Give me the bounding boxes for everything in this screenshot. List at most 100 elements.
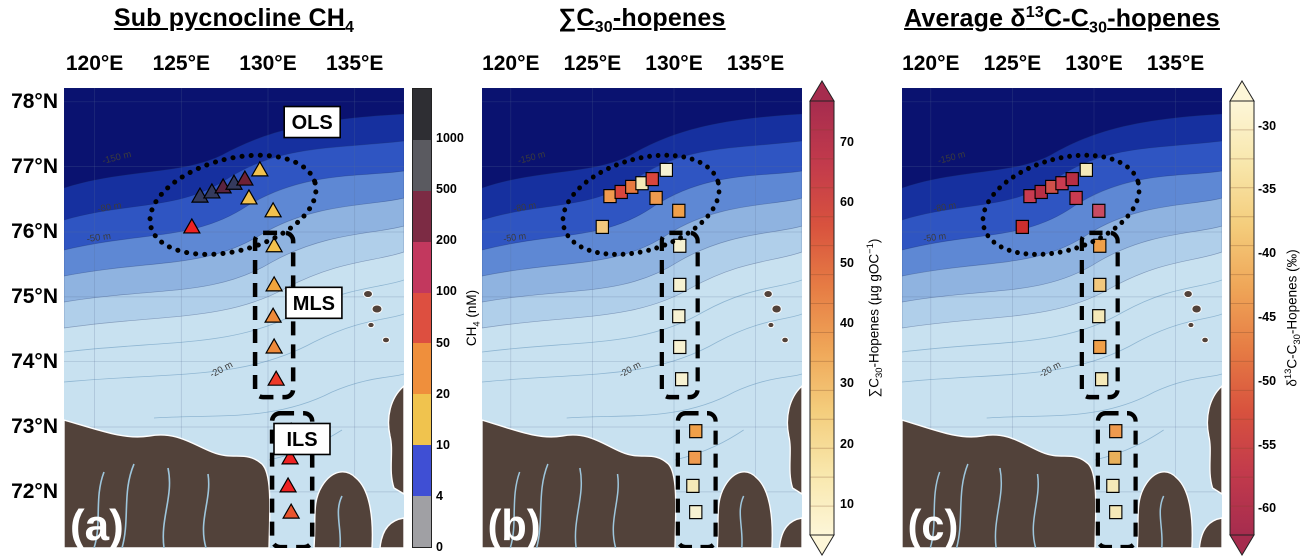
- colorbar-segment: [413, 241, 431, 293]
- colorbar-segment: [413, 496, 431, 548]
- lat-tick-label: 78°N: [11, 89, 58, 113]
- station-marker: [689, 424, 703, 439]
- panel-b-title: ∑C30-hopenes: [558, 4, 726, 36]
- river-line: [509, 471, 521, 548]
- island: [1187, 321, 1195, 329]
- station-marker: [1092, 203, 1106, 218]
- depth-contour-line: [153, 373, 404, 419]
- island: [382, 336, 390, 344]
- colorbar-segment: [413, 190, 431, 242]
- colorbar-segment: [413, 394, 431, 446]
- colorbar-cap-bottom: [809, 534, 835, 556]
- landmass: [313, 471, 374, 548]
- depth-contour-line: [482, 313, 802, 383]
- station-marker: [279, 476, 298, 493]
- bathymetry-band: [902, 88, 1222, 189]
- island: [1191, 304, 1202, 314]
- station-marker: [649, 190, 663, 206]
- station-marker: [1094, 372, 1109, 387]
- lon-tick-label: 125°E: [563, 52, 622, 75]
- colorbar-tick-label: 40: [840, 316, 854, 331]
- station-marker: [1093, 339, 1107, 355]
- colorbar-segment: [413, 292, 431, 344]
- panel-a-title: Sub pycnocline CH4: [113, 4, 355, 36]
- river-line: [929, 471, 941, 548]
- lon-tick-label: 125°E: [152, 52, 211, 75]
- colorbar-segment: [413, 89, 431, 140]
- lon-tick-label: 120°E: [902, 52, 960, 75]
- panel-c-title: Average δ13C-C30-hopenes: [904, 4, 1220, 37]
- river-line: [1159, 495, 1165, 548]
- landmass: [1198, 517, 1222, 548]
- colorbar-cap-top: [809, 80, 835, 102]
- region-label: ILS: [286, 429, 317, 451]
- station-marker: [672, 203, 686, 218]
- lat-tick-label: 76°N: [11, 219, 58, 243]
- depth-label: -80 m: [97, 200, 123, 215]
- station-marker: [1109, 424, 1123, 439]
- station-marker: [1109, 505, 1123, 520]
- depth-contour-line: [986, 373, 1222, 419]
- river-line: [162, 467, 171, 548]
- station-marker: [250, 160, 269, 177]
- station-marker: [1015, 219, 1030, 235]
- station-marker: [265, 337, 284, 354]
- landmass: [1206, 385, 1222, 495]
- colorbar-segment: [413, 139, 431, 191]
- panel-letter: (c): [908, 501, 959, 548]
- island: [371, 304, 383, 314]
- depth-contour-line: [482, 279, 802, 353]
- depth-contour-line: [674, 429, 744, 461]
- river-line: [121, 463, 135, 548]
- station-marker: [1092, 309, 1106, 324]
- colorbar-tick-label: 200: [436, 233, 457, 248]
- river-line: [994, 467, 1003, 548]
- depth-label: -80 m: [933, 200, 957, 214]
- lon-tick-label: 135°E: [1146, 52, 1205, 75]
- station-marker: [1093, 238, 1107, 253]
- station-marker: [264, 201, 283, 218]
- landmass: [379, 517, 404, 548]
- region-label-box: [283, 105, 341, 139]
- river-line: [535, 463, 549, 548]
- colorbar-tick-label: 0: [436, 540, 443, 554]
- station-marker: [674, 372, 689, 387]
- station-marker: [603, 188, 617, 204]
- station-marker: [1106, 478, 1120, 493]
- lon-tick-label: 130°E: [1065, 52, 1123, 75]
- colorbar-tick-label: 10: [436, 437, 450, 452]
- station-marker: [659, 162, 674, 177]
- lon-tick-label: 135°E: [325, 52, 384, 75]
- lat-tick-label: 72°N: [11, 479, 58, 503]
- panel-c-map: -150 m-80 m-50 m-20 m(c): [902, 88, 1222, 548]
- river-line: [612, 473, 619, 548]
- lat-tick-label: 77°N: [11, 154, 58, 178]
- island: [781, 336, 789, 344]
- ch4-colorbar: [412, 88, 432, 548]
- colorbar-tick-label: -50: [1258, 373, 1277, 388]
- colorbar-tick-label: -55: [1258, 437, 1277, 452]
- colorbar-segment: [413, 343, 431, 395]
- colorbar-segment: [413, 445, 431, 497]
- station-marker: [673, 339, 687, 355]
- ils-region-outline: [269, 410, 315, 548]
- station-marker: [190, 186, 210, 203]
- region-label-box: [285, 286, 343, 320]
- lon-tick-label: 125°E: [983, 52, 1042, 75]
- island: [1201, 336, 1209, 344]
- colorbar-tick-label: -40: [1258, 246, 1277, 261]
- river-line: [337, 495, 343, 548]
- gradient-colorbar: [809, 80, 835, 556]
- panel-letter: (a): [70, 501, 124, 548]
- landmass: [778, 517, 802, 548]
- island: [367, 321, 375, 329]
- colorbar-tick-label: 20: [436, 386, 450, 401]
- river-line: [1032, 473, 1039, 548]
- station-marker: [265, 275, 284, 292]
- lat-tick-label: 74°N: [11, 349, 58, 373]
- landmass: [902, 419, 1097, 548]
- lon-tick-label: 130°E: [645, 52, 703, 75]
- colorbar-tick-label: -45: [1258, 310, 1277, 324]
- region-label-box: [273, 422, 331, 456]
